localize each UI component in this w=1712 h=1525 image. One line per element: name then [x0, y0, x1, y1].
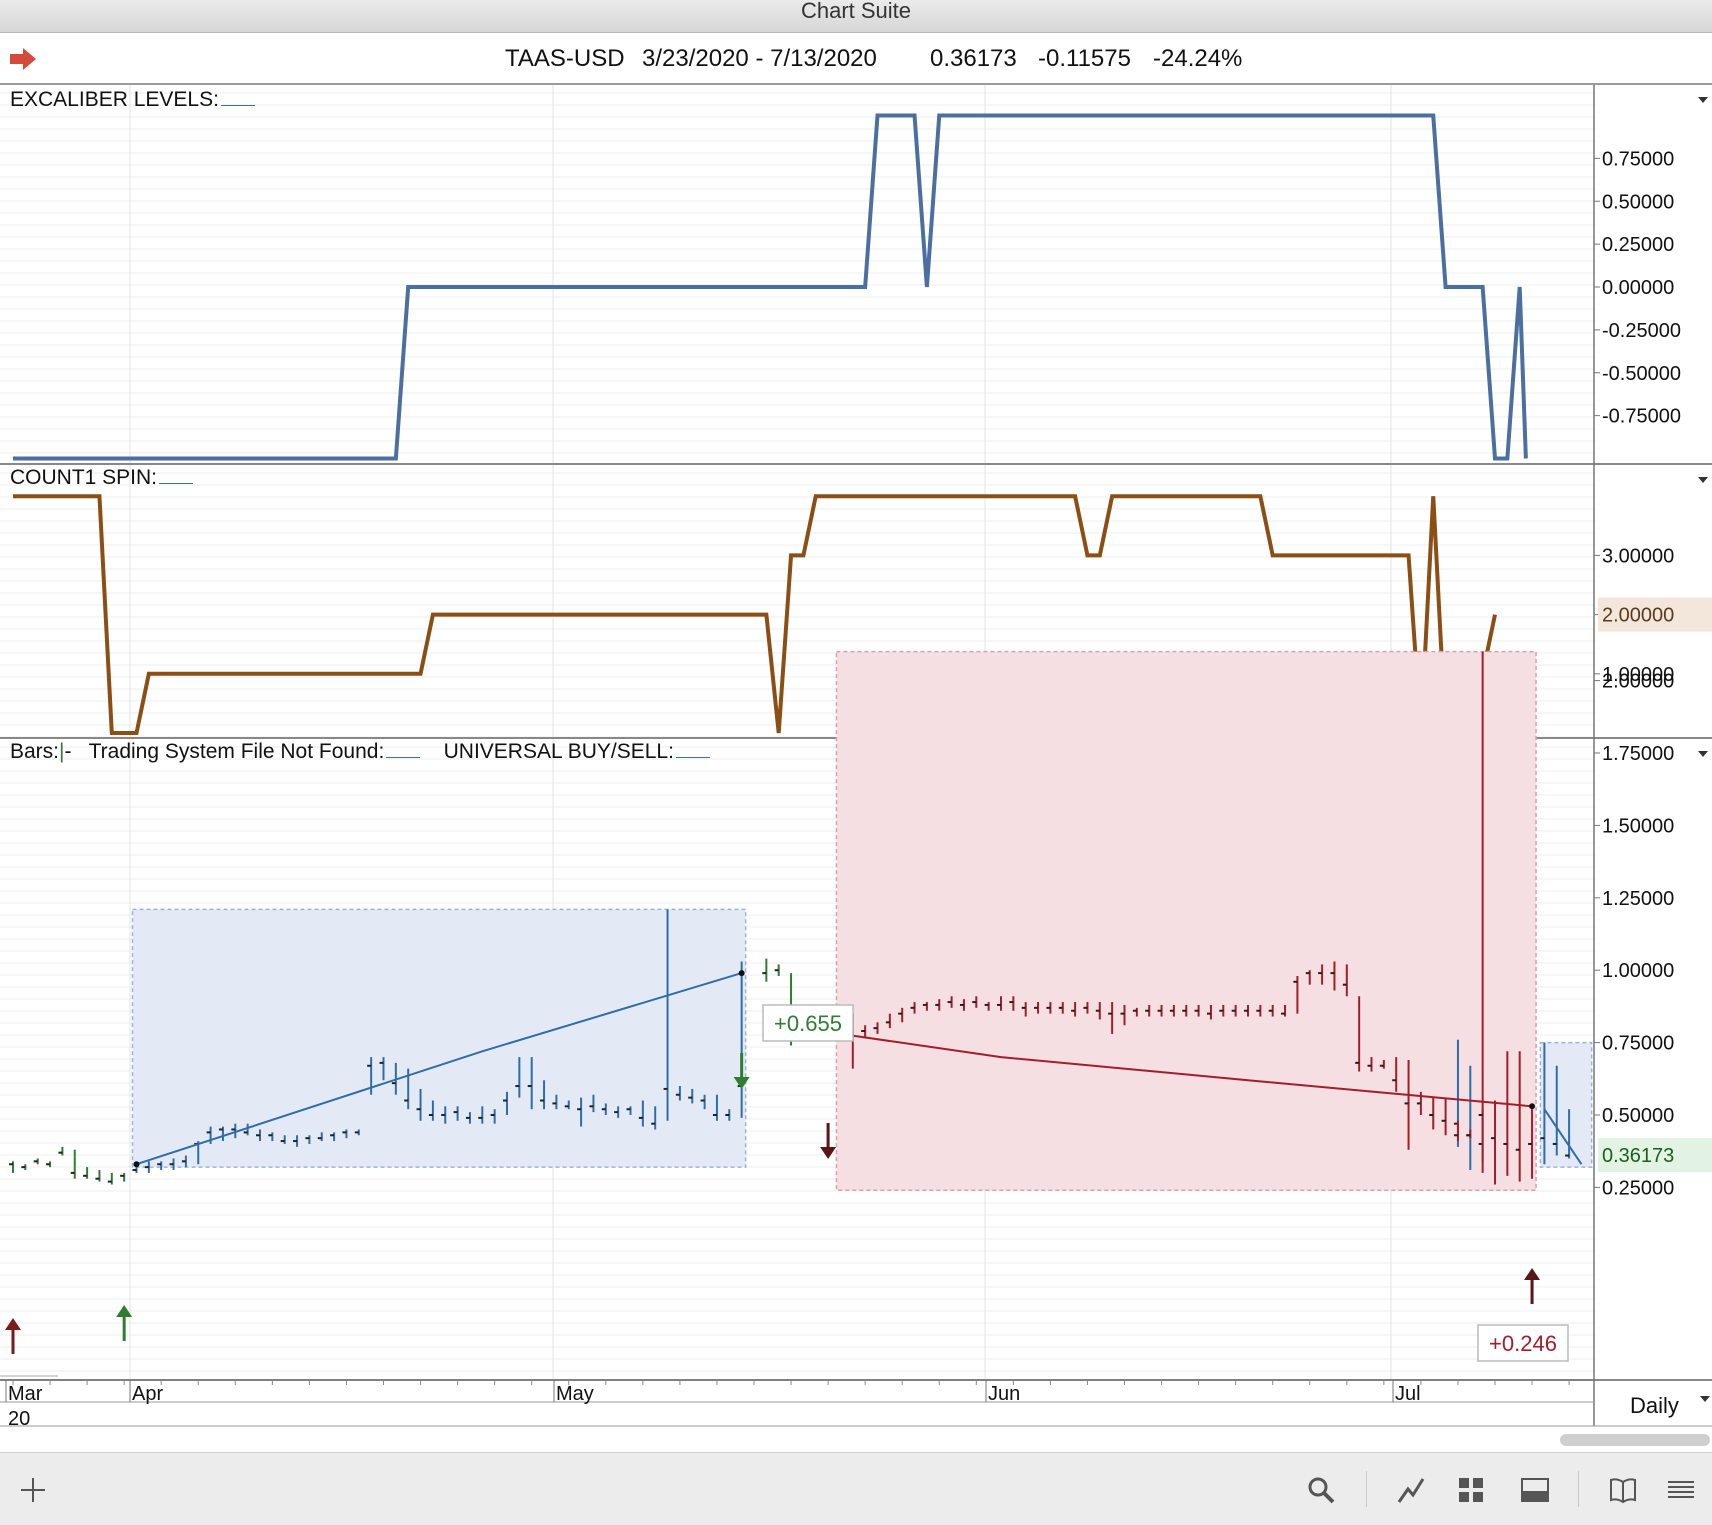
sell-arrow-icon: [733, 1053, 750, 1089]
y-tick-label: 1.25000: [1602, 888, 1674, 910]
draw-line-icon[interactable]: [1396, 1475, 1426, 1505]
chart-area[interactable]: 0.75000 0.50000 0.25000 0.00000 -0.25000 -0.5…: [0, 0, 1712, 1452]
red-trade-box: [835, 650, 1537, 1192]
date-range: 3/23/2020 - 7/13/2020: [642, 45, 877, 72]
trade-label-gain: +0.655: [774, 1011, 842, 1036]
trade-label-gain-box: [1477, 1324, 1569, 1362]
y-tick-label: 0.00000: [1602, 277, 1674, 299]
panel-icon[interactable]: [1520, 1475, 1550, 1505]
count1-title: COUNT1 SPIN:: [10, 466, 194, 490]
timeframe-menu-icon: [1700, 1396, 1710, 1402]
y-tick-label: 0.50000: [1602, 191, 1674, 213]
y-tick-label: 0.50000: [1602, 1105, 1674, 1127]
blue-trend-line: [1543, 1108, 1583, 1165]
last-price-tag: [1598, 1138, 1712, 1173]
panel-menu-icon: [1698, 751, 1708, 757]
y-tick-label: 1.00000: [1602, 664, 1674, 686]
count1-line: [13, 494, 1497, 735]
symbol: TAAS-USD: [505, 45, 625, 72]
trade-label-gain: +0.246: [1489, 1331, 1557, 1356]
buy-arrow-icon: [116, 1305, 133, 1341]
x-tick-label: Jun: [988, 1383, 1020, 1405]
excaliber-title: EXCALIBER LEVELS:: [10, 88, 255, 112]
y-tick-label: -0.50000: [1602, 363, 1681, 385]
small-trade-box: [1539, 1041, 1593, 1168]
red-trend-line-end-dot: [1529, 1103, 1536, 1110]
y-tick-label: 1.75000: [1602, 743, 1674, 765]
x-tick-label: Mar: [8, 1383, 43, 1405]
plus-icon[interactable]: [18, 1475, 48, 1505]
y-tick-label: 0.75000: [1602, 148, 1674, 170]
search-icon[interactable]: [1306, 1475, 1336, 1505]
menu-icon[interactable]: [1666, 1475, 1696, 1505]
blue-trade-box: [131, 908, 747, 1168]
excaliber-line: [13, 113, 1528, 461]
last-price: 0.36173: [930, 45, 1017, 72]
y-tick-label: 0.25000: [1602, 234, 1674, 256]
symbol-header: TAAS-USD 3/23/2020 - 7/13/2020 0.36173 -…: [0, 33, 1712, 85]
y-tick-label: -0.75000: [1602, 406, 1681, 428]
red-arrow-right-icon[interactable]: [8, 45, 38, 73]
red-trend-line: [840, 1032, 1533, 1108]
last-price-label: 0.36173: [1602, 1145, 1674, 1167]
panel-menu-icon: [1698, 477, 1708, 483]
blue-trend-line-start-dot: [133, 1161, 140, 1168]
price-legend: Bars:|- Trading System File Not Found: U…: [10, 740, 710, 764]
sell-arrow-icon: [820, 1123, 837, 1159]
current-value-tag: [1598, 597, 1712, 632]
trade-label-gain-box: [762, 1004, 854, 1042]
window-title: Chart Suite: [800, 0, 912, 23]
y-tick-label: 2.00000: [1602, 671, 1674, 693]
panel-menu-icon: [1698, 97, 1708, 103]
bottom-toolbar: [0, 1452, 1712, 1525]
y-tick-label: 1.00000: [1602, 960, 1674, 982]
x-tick-label: Jul: [1395, 1383, 1421, 1405]
book-icon[interactable]: [1608, 1475, 1638, 1505]
price-change-percent: -24.24%: [1153, 45, 1243, 72]
x-tick-label-year: 20: [8, 1408, 30, 1430]
buy-arrow-icon: [1524, 1268, 1541, 1304]
horizontal-scrollbar[interactable]: [1560, 1434, 1710, 1446]
buy-arrow-icon: [5, 1318, 21, 1354]
current-value-label: 2.00000: [1602, 605, 1674, 627]
price-change: -0.11575: [1038, 45, 1131, 72]
x-tick-label: May: [556, 1383, 594, 1405]
y-tick-label: -0.25000: [1602, 320, 1681, 342]
grid-layout-icon[interactable]: [1456, 1475, 1486, 1505]
y-tick-label: 0.25000: [1602, 1177, 1674, 1199]
x-tick-label: Apr: [132, 1383, 163, 1405]
y-tick-label: 0.75000: [1602, 1033, 1674, 1055]
timeframe-selector[interactable]: Daily: [1630, 1393, 1679, 1418]
y-tick-label: 1.50000: [1602, 815, 1674, 837]
window-titlebar: Chart Suite: [0, 0, 1712, 33]
y-tick-label: 3.00000: [1602, 545, 1674, 567]
blue-trend-line-end-dot: [738, 970, 745, 977]
blue-trend-line: [136, 972, 742, 1166]
